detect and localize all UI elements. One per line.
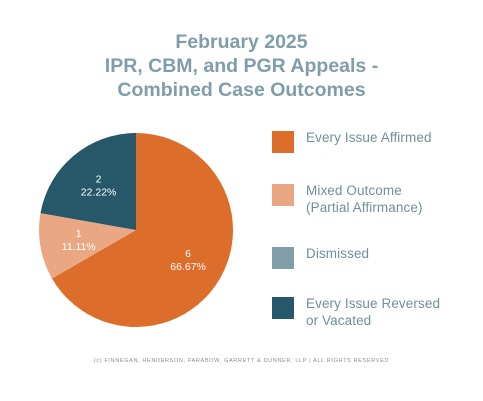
legend-label-line-1: Every Issue Reversed	[306, 296, 441, 311]
legend-label-line-1: Dismissed	[306, 246, 370, 261]
legend-item-reversed-or-vacated: Every Issue Reversed or Vacated	[272, 295, 440, 329]
pie-slice-0	[52, 133, 234, 327]
legend-item-dismissed: Dismissed	[272, 245, 369, 269]
legend-item-every-issue-affirmed: Every Issue Affirmed	[272, 129, 432, 153]
legend-swatch-every-issue-affirmed	[272, 131, 294, 153]
pie-slice-count-label: 2	[96, 173, 102, 185]
legend-label-line-1: Mixed Outcome	[306, 183, 402, 198]
legend-label-dismissed: Dismissed	[306, 245, 369, 262]
legend-swatch-dismissed	[272, 247, 294, 269]
legend-label-line-2: (Partial Affirmance)	[306, 200, 423, 215]
legend-label-line-1: Every Issue Affirmed	[306, 130, 432, 145]
pie-slice-count-label: 6	[185, 248, 191, 260]
legend-swatch-mixed-outcome	[272, 184, 294, 206]
copyright-footer: (c) FINNEGAN, HENDERSON, FARABOW, GARRET…	[93, 358, 390, 364]
pie-slice-count-label: 1	[76, 228, 82, 240]
pie-slice-percent-label: 66.67%	[170, 261, 206, 273]
chart-title-line-1: February 2025	[175, 31, 308, 53]
pie-slice-percent-label: 11.11%	[62, 241, 96, 253]
chart-title-line-2: IPR, CBM, and PGR Appeals -	[104, 55, 379, 77]
legend-label-every-issue-affirmed: Every Issue Affirmed	[306, 129, 432, 146]
legend-swatch-reversed-or-vacated	[272, 297, 294, 319]
pie-slice-1	[38, 213, 136, 279]
pie-slice-percent-label: 22.22%	[81, 186, 117, 198]
legend-label-line-2: or Vacated	[306, 313, 372, 328]
legend-item-mixed-outcome: Mixed Outcome (Partial Affirmance)	[272, 182, 423, 216]
chart-title: February 2025 IPR, CBM, and PGR Appeals …	[0, 30, 483, 102]
legend-label-reversed-or-vacated: Every Issue Reversed or Vacated	[306, 295, 440, 329]
legend-label-mixed-outcome: Mixed Outcome (Partial Affirmance)	[306, 182, 423, 216]
chart-title-line-3: Combined Case Outcomes	[117, 79, 366, 101]
pie-slice-3	[40, 133, 136, 230]
